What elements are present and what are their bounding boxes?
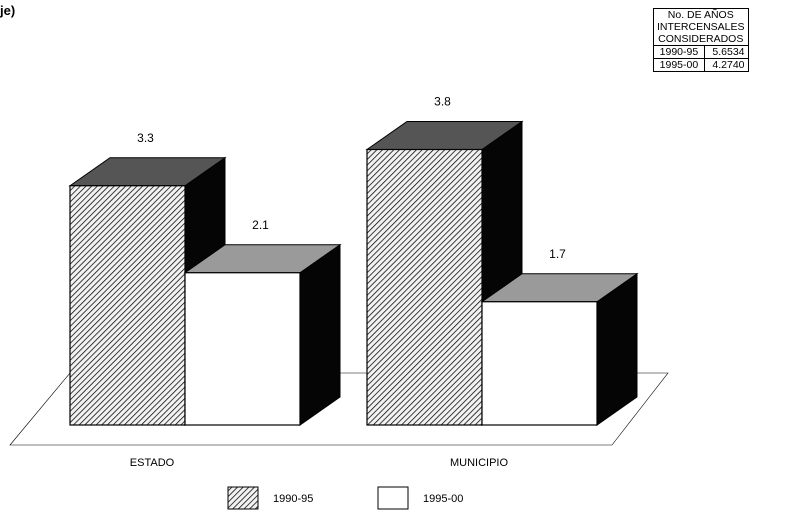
table-header-line-1: No. DE AÑOS: [653, 8, 749, 21]
table-value-cell: 4.2740: [703, 58, 749, 72]
bar-value-label: 1.7: [549, 247, 566, 261]
table-row: 1990-95 5.6534: [653, 45, 749, 59]
bar-municipio-1995-00: [480, 272, 639, 426]
bar-front-face: [366, 148, 483, 426]
category-label: ESTADO: [130, 457, 175, 469]
bar-front-face: [481, 301, 598, 426]
table-period-cell: 1995-00: [653, 58, 705, 72]
legend-swatch: [227, 486, 259, 510]
legend-label: 1990-95: [273, 493, 313, 505]
bar-side-face: [299, 243, 341, 426]
bar-estado-1995-00: [183, 243, 342, 426]
table-header-line-2: INTERCENSALES: [653, 21, 749, 33]
bar-value-label: 2.1: [252, 218, 269, 232]
table-period-cell: 1990-95: [653, 45, 705, 59]
chart-heading-fragment: je): [0, 3, 16, 18]
legend-swatch: [377, 486, 409, 510]
bar-front-face: [69, 185, 186, 426]
bar-front-face: [184, 272, 301, 426]
legend-label: 1995-00: [423, 493, 463, 505]
bars-layer: 3.3 2.1 ESTADO 3.8 1.7 MUNICIPIO: [68, 95, 639, 469]
legend: 1990-95 1995-00: [227, 486, 463, 510]
table-header-line-3: CONSIDERADOS: [653, 33, 749, 46]
bar-value-label: 3.3: [137, 131, 154, 145]
intercensal-years-table: No. DE AÑOS INTERCENSALES CONSIDERADOS 1…: [653, 8, 749, 72]
bar-value-label: 3.8: [434, 95, 451, 109]
table-row: 1995-00 4.2740: [653, 58, 749, 72]
category-label: MUNICIPIO: [450, 457, 509, 469]
table-value-cell: 5.6534: [703, 45, 749, 59]
